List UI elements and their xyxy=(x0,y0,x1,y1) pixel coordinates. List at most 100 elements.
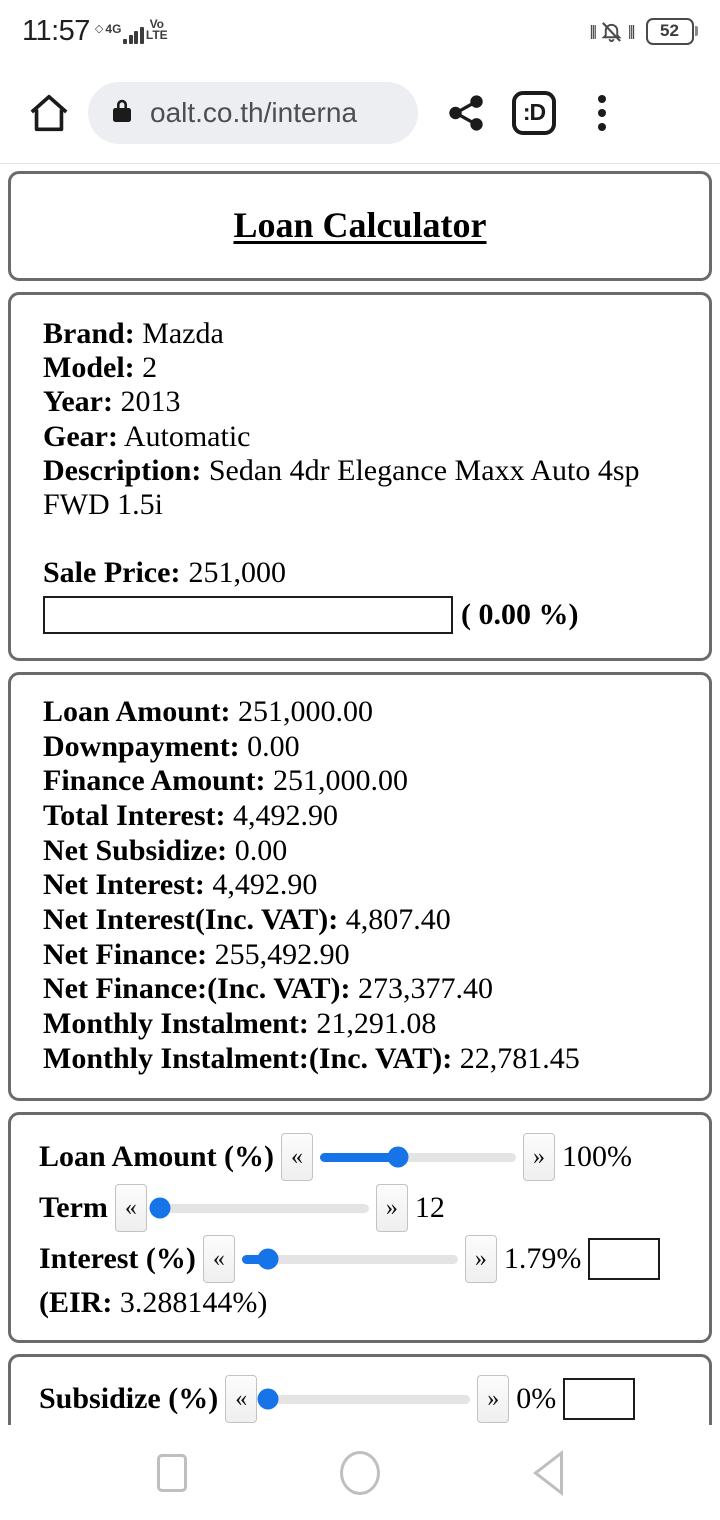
loan-amount-slider[interactable] xyxy=(320,1137,517,1177)
sale-price-row: Sale Price: 251,000 xyxy=(43,556,677,590)
spec-row-year: Year: 2013 xyxy=(43,385,677,419)
interest-label: Interest (%) xyxy=(39,1242,196,1276)
subsidize-card: Subsidize (%) « » 0% xyxy=(8,1354,712,1425)
spec-value: Automatic xyxy=(123,419,251,453)
android-nav-bar xyxy=(0,1425,720,1520)
result-row-net-subsidize: Net Subsidize: 0.00 xyxy=(43,834,677,869)
term-increment-button[interactable]: » xyxy=(375,1184,408,1233)
result-label: Total Interest: xyxy=(43,799,226,833)
spec-label: Description: xyxy=(43,453,202,487)
discount-input-row: ( 0.00 %) xyxy=(43,596,677,635)
result-value: 0.00 xyxy=(234,833,288,867)
result-label: Monthly Instalment: xyxy=(43,1006,309,1040)
loan-amount-slider-thumb[interactable] xyxy=(387,1146,409,1168)
circle-home-icon[interactable] xyxy=(339,1450,380,1495)
term-slider-track[interactable] xyxy=(149,1197,369,1219)
term-slider-thumb[interactable] xyxy=(149,1197,171,1219)
result-value: 21,291.08 xyxy=(316,1006,437,1040)
result-row-net-finance: Net Finance: 255,492.90 xyxy=(43,938,677,973)
loan-amount-slider-row: Loan Amount (%) « » 100% xyxy=(39,1133,681,1182)
result-value: 22,781.45 xyxy=(459,1041,580,1075)
subsidize-slider-thumb[interactable] xyxy=(257,1388,279,1410)
subsidize-slider[interactable] xyxy=(257,1379,471,1419)
result-value: 251,000.00 xyxy=(238,695,374,729)
interest-input[interactable] xyxy=(588,1238,661,1281)
result-value: 4,492.90 xyxy=(212,868,318,902)
interest-slider[interactable] xyxy=(241,1239,458,1279)
term-label: Term xyxy=(39,1191,108,1225)
browser-toolbar: oalt.co.th/interna :D xyxy=(0,62,720,164)
loan-amount-decrement-button[interactable]: « xyxy=(281,1133,314,1182)
network-type-label: 4G xyxy=(105,21,122,36)
url-bar[interactable]: oalt.co.th/interna xyxy=(88,81,418,144)
result-label: Net Finance:(Inc. VAT): xyxy=(43,972,351,1006)
vibrate-left-lines-icon: ||| xyxy=(589,22,598,40)
subsidize-increment-button[interactable]: » xyxy=(477,1375,510,1424)
interest-slider-row: Interest (%) « » 1.79% xyxy=(39,1235,681,1284)
square-recents-icon[interactable] xyxy=(156,1453,187,1492)
spec-label: Model: xyxy=(43,351,135,385)
spec-label: Year: xyxy=(43,385,113,419)
result-row-monthly-instalment: Monthly Instalment: 21,291.08 xyxy=(43,1007,677,1042)
loan-amount-slider-track[interactable] xyxy=(320,1146,517,1168)
volte-top-label: Vo xyxy=(149,16,165,31)
interest-decrement-button[interactable]: « xyxy=(202,1235,235,1284)
loan-amount-increment-button[interactable]: » xyxy=(523,1133,556,1182)
loan-amount-slider-fill xyxy=(320,1152,399,1162)
result-value: 255,492.90 xyxy=(214,937,350,971)
subsidize-input[interactable] xyxy=(563,1378,636,1421)
result-label: Finance Amount: xyxy=(43,764,266,798)
status-clock: 11:57 xyxy=(22,14,90,47)
term-slider-row: Term « » 12 xyxy=(39,1184,681,1233)
battery-level-label: 52 xyxy=(645,17,694,45)
eir-row: (EIR: 3.288144%) xyxy=(39,1286,681,1320)
spec-value: Sedan 4dr Elegance Maxx Auto 4sp FWD 1.5… xyxy=(43,453,640,521)
result-label: Loan Amount: xyxy=(43,695,231,729)
spec-value: 2 xyxy=(142,351,158,385)
page-content: Loan Calculator Brand: Mazda Model: 2 Ye… xyxy=(0,165,720,1425)
result-label: Monthly Instalment:(Inc. VAT): xyxy=(43,1041,453,1075)
interest-slider-fill xyxy=(241,1254,268,1264)
spec-label: Gear: xyxy=(43,419,118,453)
share-icon[interactable] xyxy=(432,92,500,134)
spec-value: Mazda xyxy=(142,317,224,350)
eir-value: 3.288144%) xyxy=(119,1286,268,1320)
spec-row-brand: Brand: Mazda xyxy=(43,317,677,351)
kebab-menu-icon[interactable] xyxy=(568,94,636,131)
result-row-net-interest: Net Interest: 4,492.90 xyxy=(43,868,677,903)
spec-row-model: Model: 2 xyxy=(43,351,677,385)
signal-indicator: ◇ 4G Vo LTE xyxy=(95,16,168,46)
interest-slider-track[interactable] xyxy=(241,1248,458,1270)
lock-icon xyxy=(110,96,134,129)
result-value: 4,492.90 xyxy=(233,799,338,833)
emoji-tab-button[interactable]: :D xyxy=(500,90,568,135)
interest-increment-button[interactable]: » xyxy=(464,1235,497,1284)
volte-bottom-label: LTE xyxy=(145,28,168,43)
result-row-finance-amount: Finance Amount: 251,000.00 xyxy=(43,764,677,799)
volte-icon: Vo LTE xyxy=(145,16,168,44)
sale-price-value: 251,000 xyxy=(188,556,286,590)
discount-input[interactable] xyxy=(43,596,453,635)
subsidize-decrement-button[interactable]: « xyxy=(225,1375,258,1424)
signal-bars-icon xyxy=(123,25,144,44)
status-bar-left: 11:57 ◇ 4G Vo LTE xyxy=(22,14,168,47)
term-slider[interactable] xyxy=(149,1188,369,1228)
subsidize-slider-track[interactable] xyxy=(257,1388,471,1410)
term-value: 12 xyxy=(414,1191,445,1225)
home-button[interactable] xyxy=(18,90,80,136)
result-value: 4,807.40 xyxy=(345,902,451,936)
result-row-net-interest-vat: Net Interest(Inc. VAT): 4,807.40 xyxy=(43,903,677,938)
spec-row-description: Description: Sedan 4dr Elegance Maxx Aut… xyxy=(43,454,677,522)
interest-value: 1.79% xyxy=(503,1242,582,1276)
result-label: Net Interest(Inc. VAT): xyxy=(43,902,339,936)
interest-slider-thumb[interactable] xyxy=(257,1248,279,1270)
status-bar-right: ||| ||| 52 xyxy=(589,17,698,45)
result-label: Net Interest: xyxy=(43,868,205,902)
bell-muted-icon: ||| ||| xyxy=(589,17,635,45)
result-row-monthly-instalment-vat: Monthly Instalment:(Inc. VAT): 22,781.45 xyxy=(43,1042,677,1077)
term-decrement-button[interactable]: « xyxy=(114,1184,147,1233)
sale-price-label: Sale Price: xyxy=(43,556,181,590)
discount-percent-label: ( 0.00 %) xyxy=(461,598,579,632)
result-row-loan-amount: Loan Amount: 251,000.00 xyxy=(43,695,677,730)
triangle-back-icon[interactable] xyxy=(533,1449,564,1496)
